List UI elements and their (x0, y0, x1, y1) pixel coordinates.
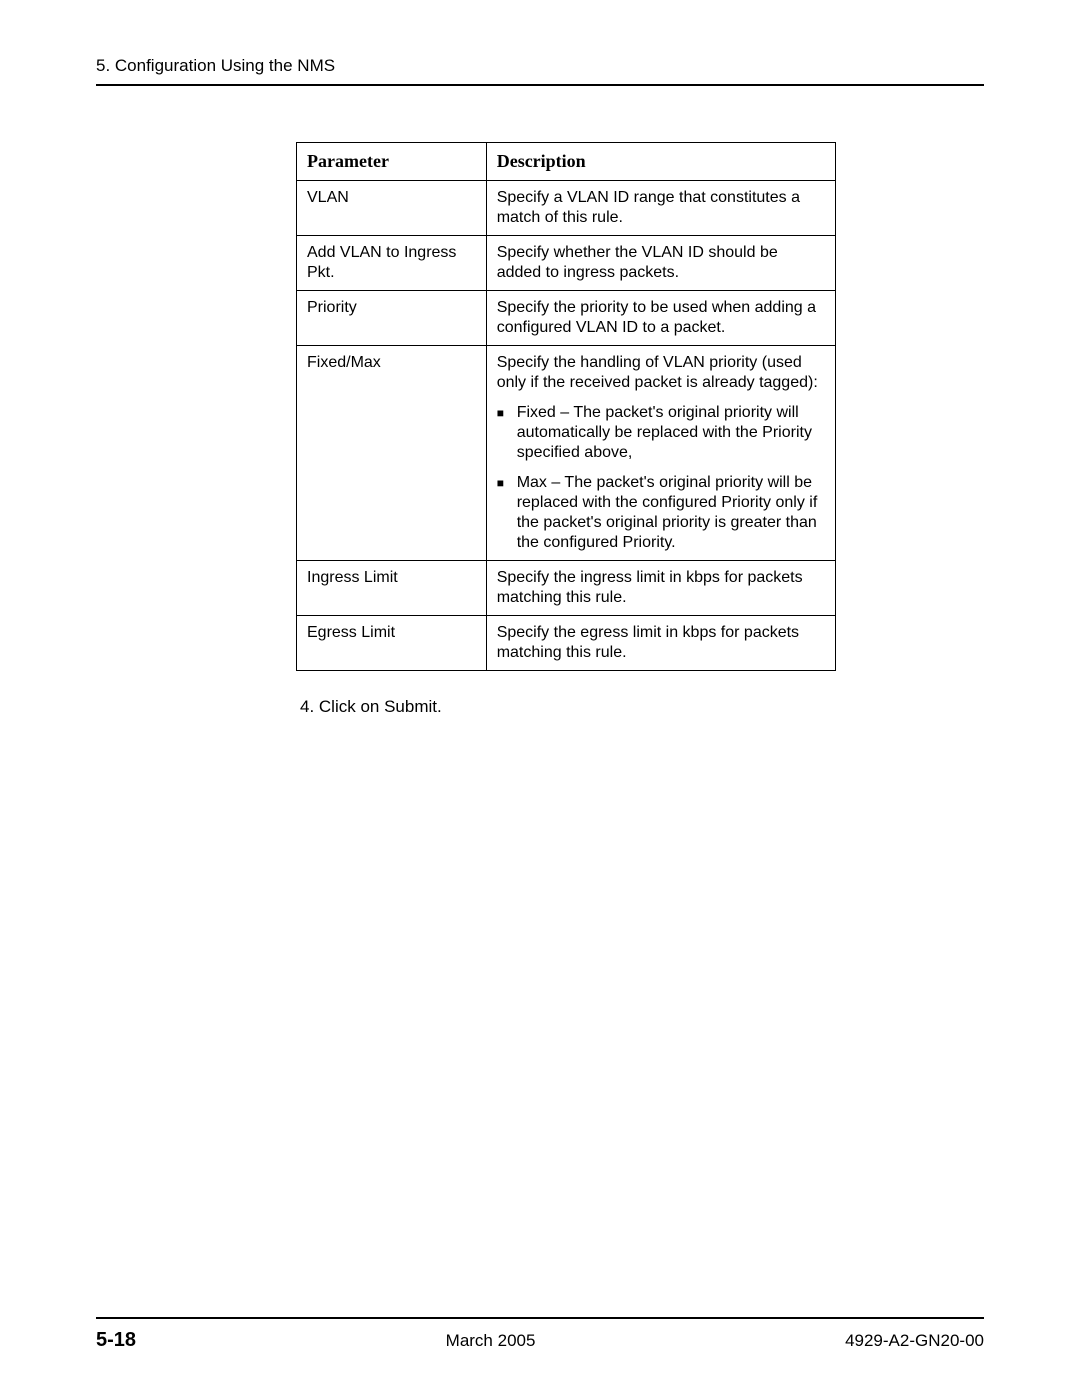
col-header-parameter: Parameter (297, 143, 487, 181)
col-header-description: Description (486, 143, 835, 181)
desc-text: Specify the handling of VLAN priority (u… (497, 353, 825, 393)
bullet-text: Fixed – The packet's original priority w… (517, 403, 825, 463)
param-cell: VLAN (297, 180, 487, 235)
desc-text: Specify the ingress limit in kbps for pa… (497, 568, 825, 608)
desc-cell: Specify whether the VLAN ID should be ad… (486, 235, 835, 290)
step-instruction: 4. Click on Submit. (296, 697, 984, 717)
table-row: Egress Limit Specify the egress limit in… (297, 615, 836, 670)
desc-cell: Specify the ingress limit in kbps for pa… (486, 560, 835, 615)
table-row: Priority Specify the priority to be used… (297, 290, 836, 345)
table-row: Fixed/Max Specify the handling of VLAN p… (297, 345, 836, 560)
desc-text: Specify the priority to be used when add… (497, 298, 825, 338)
footer-docnum: 4929-A2-GN20-00 (845, 1331, 984, 1351)
bullet-text: Max – The packet's original priority wil… (517, 473, 825, 553)
footer-date: March 2005 (446, 1331, 536, 1351)
parameter-table: Parameter Description VLAN Specify a VLA… (296, 142, 836, 671)
bullet-item: ■ Max – The packet's original priority w… (497, 473, 825, 553)
bullet-item: ■ Fixed – The packet's original priority… (497, 403, 825, 463)
param-cell: Add VLAN to Ingress Pkt. (297, 235, 487, 290)
page-number: 5-18 (96, 1329, 136, 1352)
table-header-row: Parameter Description (297, 143, 836, 181)
content-area: Parameter Description VLAN Specify a VLA… (96, 142, 984, 717)
desc-cell: Specify the egress limit in kbps for pac… (486, 615, 835, 670)
desc-cell: Specify the priority to be used when add… (486, 290, 835, 345)
bullet-icon: ■ (497, 403, 517, 463)
desc-text: Specify whether the VLAN ID should be ad… (497, 243, 825, 283)
table-row: Ingress Limit Specify the ingress limit … (297, 560, 836, 615)
desc-text: Specify the egress limit in kbps for pac… (497, 623, 825, 663)
param-cell: Priority (297, 290, 487, 345)
page: 5. Configuration Using the NMS Parameter… (0, 0, 1080, 1398)
page-footer: 5-18 March 2005 4929-A2-GN20-00 (96, 1317, 984, 1352)
running-header: 5. Configuration Using the NMS (96, 56, 984, 86)
desc-cell: Specify the handling of VLAN priority (u… (486, 345, 835, 560)
param-cell: Fixed/Max (297, 345, 487, 560)
param-cell: Egress Limit (297, 615, 487, 670)
desc-text: Specify a VLAN ID range that constitutes… (497, 188, 825, 228)
bullet-icon: ■ (497, 473, 517, 553)
param-cell: Ingress Limit (297, 560, 487, 615)
table-row: VLAN Specify a VLAN ID range that consti… (297, 180, 836, 235)
desc-cell: Specify a VLAN ID range that constitutes… (486, 180, 835, 235)
table-row: Add VLAN to Ingress Pkt. Specify whether… (297, 235, 836, 290)
